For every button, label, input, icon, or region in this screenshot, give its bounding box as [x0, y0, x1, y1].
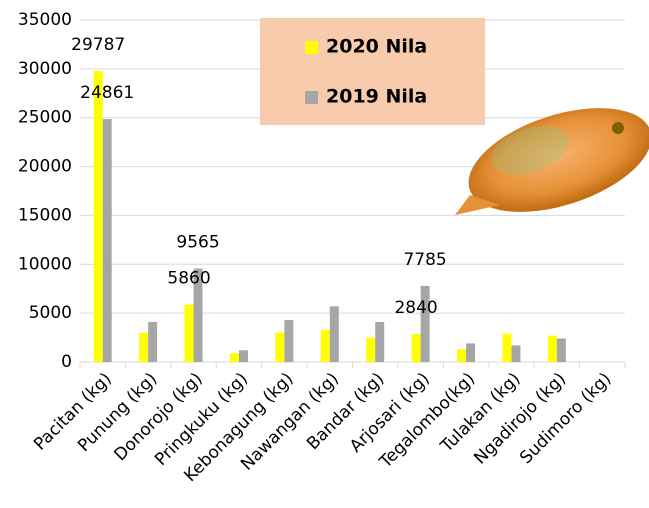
bar [329, 306, 339, 362]
bar [320, 329, 330, 362]
bar [229, 353, 239, 362]
bar [284, 319, 294, 362]
bar [366, 337, 376, 362]
legend-box [260, 18, 485, 125]
y-tick-label: 15000 [18, 205, 72, 225]
bar [193, 268, 203, 362]
bar [511, 345, 521, 362]
bar [184, 304, 194, 362]
legend-swatch [305, 41, 318, 54]
bar [556, 338, 566, 362]
bar [502, 333, 512, 362]
legend-label: 2020 Nila [326, 36, 427, 58]
y-tick-label: 30000 [18, 59, 72, 79]
bar [466, 343, 476, 362]
bar [93, 70, 103, 363]
bar [547, 335, 557, 362]
y-tick-label: 10000 [18, 254, 72, 274]
data-label: 29787 [71, 35, 125, 55]
legend: 2020 Nila 2019 Nila [305, 36, 427, 108]
bar [148, 321, 158, 362]
data-label: 5860 [167, 269, 210, 289]
legend-swatch [305, 91, 318, 104]
y-tick-label: 35000 [18, 10, 72, 30]
bar [411, 334, 421, 362]
data-label: 9565 [176, 233, 219, 253]
data-label: 24861 [80, 83, 134, 103]
y-tick-label: 20000 [18, 157, 72, 177]
fish-image [455, 108, 649, 215]
y-tick-label: 5000 [29, 303, 72, 323]
bar [375, 321, 385, 362]
bar [420, 285, 430, 362]
bar [457, 349, 467, 362]
y-tick-label: 0 [61, 352, 72, 372]
data-label: 7785 [403, 250, 446, 270]
bar [102, 119, 112, 363]
legend-label: 2019 Nila [326, 86, 427, 108]
bar [139, 332, 149, 362]
bar [275, 332, 285, 362]
bar [238, 350, 248, 362]
y-tick-label: 25000 [18, 108, 72, 128]
data-label: 2840 [394, 298, 437, 318]
